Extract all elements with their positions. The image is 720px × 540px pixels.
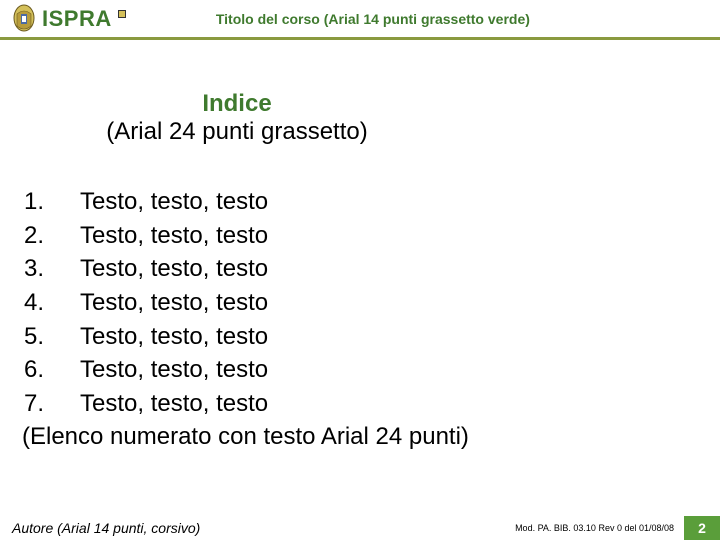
footer-mod: Mod. PA. BIB. 03.10 Rev 0 del 01/08/08 [515,523,684,533]
list-block: 1. Testo, testo, testo 2. Testo, testo, … [22,185,698,454]
footer-page: 2 [684,516,720,540]
list-item: 4. Testo, testo, testo [22,286,698,320]
list-num: 3. [22,252,80,286]
list-text: Testo, testo, testo [80,219,268,253]
list-text: Testo, testo, testo [80,185,268,219]
indice-subtitle: (Arial 24 punti grassetto) [106,118,367,145]
badge-icon [118,10,126,18]
list-item: 3. Testo, testo, testo [22,252,698,286]
emblem-icon [10,4,38,34]
list-num: 4. [22,286,80,320]
list-item: 5. Testo, testo, testo [22,320,698,354]
list-item: 1. Testo, testo, testo [22,185,698,219]
logo: ISPRA [10,4,126,34]
logo-text: ISPRA [42,6,112,32]
list-text: Testo, testo, testo [80,252,268,286]
list-text: Testo, testo, testo [80,353,268,387]
list-num: 2. [22,219,80,253]
list-item: 7. Testo, testo, testo [22,387,698,421]
indice-title: Indice (Arial 24 punti grassetto) [22,90,452,145]
indice-word: Indice [202,90,271,117]
content: Indice (Arial 24 punti grassetto) 1. Tes… [0,40,720,454]
course-title: Titolo del corso (Arial 14 punti grasset… [126,11,710,27]
list-text: Testo, testo, testo [80,387,268,421]
list-text: Testo, testo, testo [80,320,268,354]
footer: Autore (Arial 14 punti, corsivo) Mod. PA… [0,516,720,540]
list-item: 2. Testo, testo, testo [22,219,698,253]
list-num: 7. [22,387,80,421]
list-num: 1. [22,185,80,219]
list-num: 5. [22,320,80,354]
list-num: 6. [22,353,80,387]
header: ISPRA Titolo del corso (Arial 14 punti g… [0,0,720,40]
list-note: (Elenco numerato con testo Arial 24 punt… [22,420,698,454]
footer-author: Autore (Arial 14 punti, corsivo) [0,520,200,536]
list-text: Testo, testo, testo [80,286,268,320]
list-item: 6. Testo, testo, testo [22,353,698,387]
